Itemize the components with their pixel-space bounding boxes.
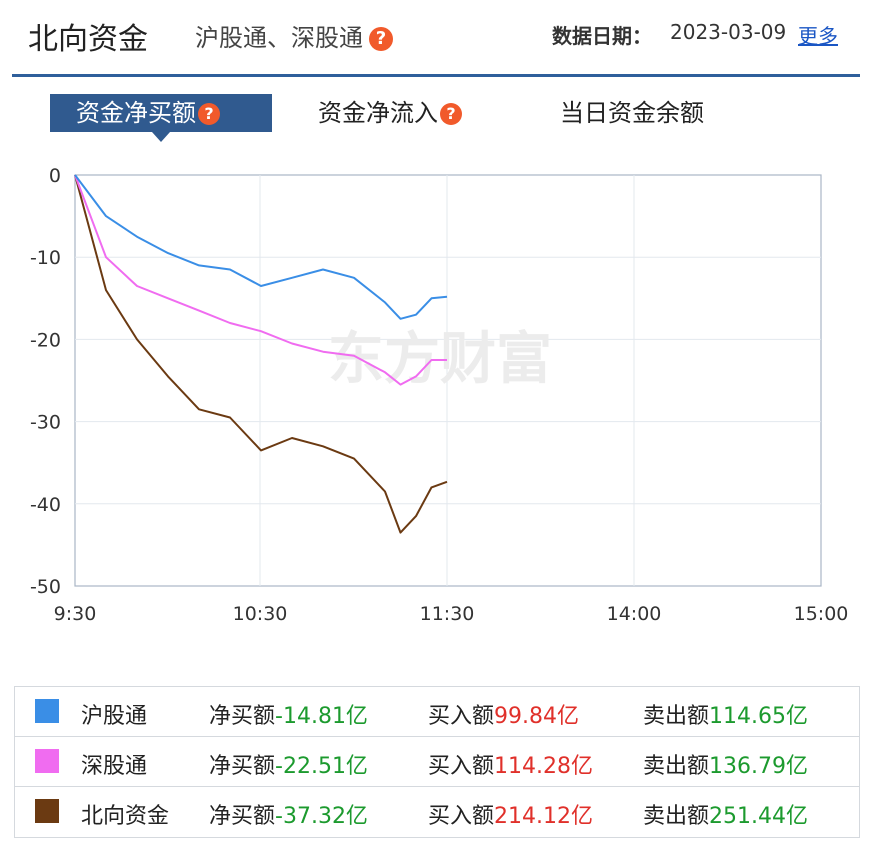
- net-buy-label: 净买额: [209, 804, 276, 829]
- tab-net-inflow[interactable]: 资金净流入?: [318, 94, 462, 132]
- sell-value: 114.65亿: [709, 704, 808, 729]
- header-divider: [12, 74, 860, 77]
- buy-value: 99.84亿: [494, 704, 579, 729]
- net-buy-cell: 净买额-37.32亿: [209, 798, 368, 830]
- hgt-swatch: [35, 699, 59, 723]
- help-icon[interactable]: ?: [440, 103, 462, 125]
- bx-swatch: [35, 799, 59, 823]
- page-title: 北向资金: [28, 22, 148, 57]
- buy-label: 买入额: [428, 704, 495, 729]
- sell-cell: 卖出额251.44亿: [643, 798, 808, 830]
- help-icon[interactable]: ?: [198, 103, 220, 125]
- buy-label: 买入额: [428, 804, 495, 829]
- tab-label: 资金净买额: [76, 99, 196, 127]
- buy-cell: 买入额99.84亿: [428, 698, 579, 730]
- net-buy-cell: 净买额-22.51亿: [209, 748, 368, 780]
- buy-value: 114.28亿: [494, 754, 593, 779]
- series-line: [74, 174, 448, 534]
- buy-label: 买入额: [428, 754, 495, 779]
- y-tick-label: -40: [30, 494, 61, 516]
- tab-net-buy[interactable]: 资金净买额?: [50, 94, 272, 132]
- legend-name: 深股通: [81, 754, 148, 779]
- legend-name: 沪股通: [81, 704, 148, 729]
- active-tab-caret: [152, 132, 170, 142]
- page-subtitle: 沪股通、深股通?: [195, 18, 393, 53]
- x-tick-label: 15:00: [794, 603, 849, 625]
- legend-table: 沪股通 净买额-14.81亿 买入额99.84亿 卖出额114.65亿 深股通 …: [14, 686, 860, 838]
- y-tick-label: 0: [49, 165, 61, 187]
- plot-frame: [74, 174, 822, 587]
- tab-daily-balance[interactable]: 当日资金余额: [560, 94, 704, 132]
- help-icon[interactable]: ?: [369, 27, 393, 51]
- x-tick-label: 9:30: [54, 603, 97, 625]
- header: 北向资金 沪股通、深股通? 数据日期： 2023-03-09 更多: [0, 0, 876, 77]
- sgt-swatch: [35, 749, 59, 773]
- tab-label: 当日资金余额: [560, 99, 704, 127]
- net-buy-value: -37.32亿: [275, 804, 368, 829]
- more-link[interactable]: 更多: [798, 24, 838, 48]
- sell-cell: 卖出额114.65亿: [643, 698, 808, 730]
- sell-value: 136.79亿: [709, 754, 808, 779]
- buy-cell: 买入额114.28亿: [428, 748, 593, 780]
- date-value: 2023-03-09: [670, 20, 787, 44]
- series-line: [74, 174, 447, 386]
- buy-cell: 买入额214.12亿: [428, 798, 593, 830]
- x-tick-label: 14:00: [607, 603, 662, 625]
- net-buy-label: 净买额: [209, 704, 276, 729]
- net-buy-label: 净买额: [209, 754, 276, 779]
- tab-label: 资金净流入: [318, 99, 438, 127]
- y-tick-label: -30: [30, 412, 61, 434]
- legend-row-bx: 北向资金 净买额-37.32亿 买入额214.12亿 卖出额251.44亿: [15, 787, 859, 837]
- x-tick-label: 10:30: [233, 603, 288, 625]
- date-label: 数据日期：: [552, 24, 652, 48]
- sell-label: 卖出额: [643, 704, 710, 729]
- legend-name: 北向资金: [81, 804, 170, 829]
- legend-row-sgt: 深股通 净买额-22.51亿 买入额114.28亿 卖出额136.79亿: [15, 737, 859, 787]
- subtitle-text: 沪股通、深股通: [195, 24, 363, 52]
- chart: 0 -10 -20 -30 -40 -50 9:30 10:30 11:30 14:00 15:00…: [30, 165, 849, 625]
- sell-cell: 卖出额136.79亿: [643, 748, 808, 780]
- sell-label: 卖出额: [643, 804, 710, 829]
- sell-label: 卖出额: [643, 754, 710, 779]
- x-tick-label: 11:30: [420, 603, 475, 625]
- net-buy-cell: 净买额-14.81亿: [209, 698, 368, 730]
- legend-row-hgt: 沪股通 净买额-14.81亿 买入额99.84亿 卖出额114.65亿: [15, 687, 859, 737]
- net-buy-value: -22.51亿: [275, 754, 368, 779]
- y-tick-label: -10: [30, 247, 61, 269]
- sell-value: 251.44亿: [709, 804, 808, 829]
- y-tick-label: -20: [30, 329, 61, 351]
- buy-value: 214.12亿: [494, 804, 593, 829]
- y-tick-label: -50: [30, 576, 61, 598]
- net-buy-value: -14.81亿: [275, 704, 368, 729]
- series-line: [74, 174, 448, 320]
